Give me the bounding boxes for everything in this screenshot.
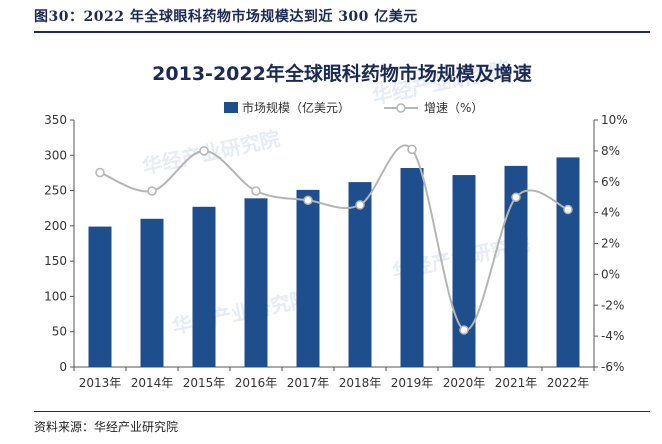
y-right-tick-label: 8% (601, 144, 620, 158)
x-tick-label: 2014年 (131, 376, 174, 390)
growth-point (459, 325, 469, 335)
bar-market-size (192, 206, 216, 367)
growth-point (95, 167, 105, 178)
legend-bar-label: 市场规模（亿美元） (242, 100, 350, 115)
growth-point (355, 200, 365, 210)
x-tick-label: 2015年 (183, 376, 226, 390)
growth-point (563, 204, 573, 215)
tick-labels: 0 50 100 150 200 250 300 350 -6% -4% -2% 0% 2% 4% 6% 8%… (44, 113, 628, 390)
x-tick-label: 2017年 (287, 376, 330, 390)
growth-point (511, 192, 521, 202)
legend-line-marker (396, 103, 406, 113)
bar-market-size (400, 167, 424, 367)
x-tick-label: 2021年 (495, 376, 538, 390)
y-right-tick-label: 0% (601, 267, 620, 281)
x-tick-label: 2016年 (235, 376, 278, 390)
growth-point (407, 144, 417, 155)
y-right-tick-label: -6% (601, 360, 624, 374)
top-rule (34, 31, 650, 33)
y-left-tick-label: 250 (44, 184, 67, 198)
y-right-tick-label: -4% (601, 329, 624, 343)
growth-line-series (95, 144, 573, 335)
legend: 市场规模（亿美元） 增速（%） (224, 100, 483, 115)
growth-point (199, 146, 209, 156)
y-left-tick-label: 200 (44, 219, 67, 233)
bar-series (88, 157, 580, 367)
x-tick-label: 2019年 (391, 376, 434, 390)
y-right-tick-label: 4% (601, 206, 620, 220)
growth-point (147, 186, 157, 196)
bar-market-size (452, 175, 476, 367)
growth-point (303, 195, 313, 206)
y-right-tick-label: -2% (601, 298, 624, 312)
y-left-tick-label: 50 (52, 325, 67, 339)
source-note: 资料来源：华经产业研究院 (34, 420, 179, 434)
growth-line (99, 144, 569, 331)
bottom-rule (34, 411, 650, 412)
legend-line-label: 增速（%） (424, 101, 483, 115)
y-right-tick-label: 6% (601, 175, 620, 189)
y-right-tick-label: 2% (601, 237, 620, 251)
y-left-tick-label: 0 (59, 360, 67, 374)
bar-market-size (296, 189, 320, 367)
chart-title: 2013-2022年全球眼科药物市场规模及增速 (152, 62, 532, 85)
y-left-tick-label: 300 (44, 148, 67, 162)
y-left-tick-label: 350 (44, 113, 67, 127)
legend-bar-swatch (224, 102, 238, 113)
y-left-tick-label: 150 (44, 254, 67, 268)
y-right-tick-label: 10% (601, 113, 628, 127)
bar-market-size (556, 157, 580, 367)
x-tick-label: 2018年 (339, 376, 382, 390)
y-left-tick-label: 100 (44, 289, 67, 303)
growth-point (251, 186, 261, 196)
bar-market-size (244, 198, 268, 367)
watermark-text: 华经产业研究院 (170, 286, 312, 339)
x-tick-label: 2020年 (443, 376, 486, 390)
figure-caption: 图30：2022 年全球眼科药物市场规模达到近 300 亿美元 (34, 9, 418, 25)
x-tick-label: 2013年 (79, 376, 122, 390)
bar-market-size (504, 165, 528, 367)
x-tick-label: 2022年 (547, 376, 590, 390)
bar-market-size (348, 182, 372, 367)
bar-market-size (140, 218, 164, 367)
chart-area: 华经产业研究院华经产业研究院华经产业研究院华经产业研究院 2013-2022年全… (34, 34, 650, 410)
bar-market-size (88, 226, 112, 367)
chart-svg: 华经产业研究院华经产业研究院华经产业研究院华经产业研究院 2013-2022年全… (44, 56, 628, 390)
